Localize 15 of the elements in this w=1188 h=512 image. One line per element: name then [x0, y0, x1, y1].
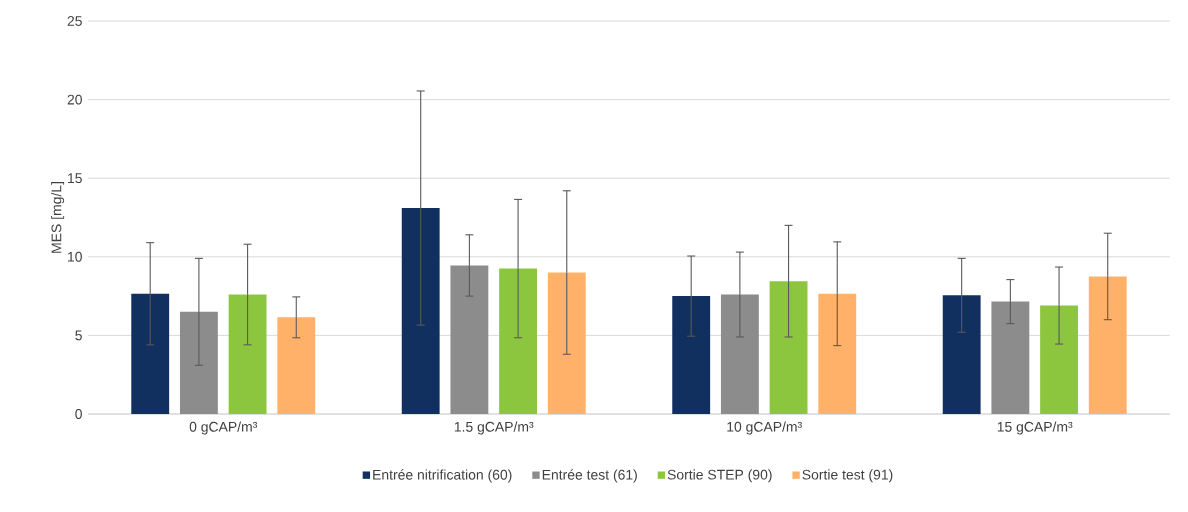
legend-label: Sortie STEP (90)	[667, 469, 772, 483]
x-tick-label: 0 gCAP/m³	[189, 421, 258, 435]
legend-label: Sortie test (91)	[802, 469, 893, 483]
y-tick-label: 25	[67, 16, 82, 26]
y-axis-title: MES [mg/L]	[51, 182, 65, 253]
y-tick-label: 10	[68, 251, 82, 262]
y-tick-label: 20	[67, 94, 82, 105]
x-tick-label: 15 gCAP/m³	[997, 421, 1073, 435]
legend-label: Entrée nitrification (60)	[373, 469, 512, 483]
y-tick-label: 5	[75, 330, 82, 341]
y-tick-label: 0	[75, 409, 82, 419]
y-tick-label: 15	[68, 173, 82, 184]
x-tick-label: 10 gCAP/m³	[727, 421, 802, 435]
x-tick-label: 1.5 gCAP/m³	[454, 421, 534, 435]
legend-label: Entrée test (61)	[542, 469, 637, 483]
